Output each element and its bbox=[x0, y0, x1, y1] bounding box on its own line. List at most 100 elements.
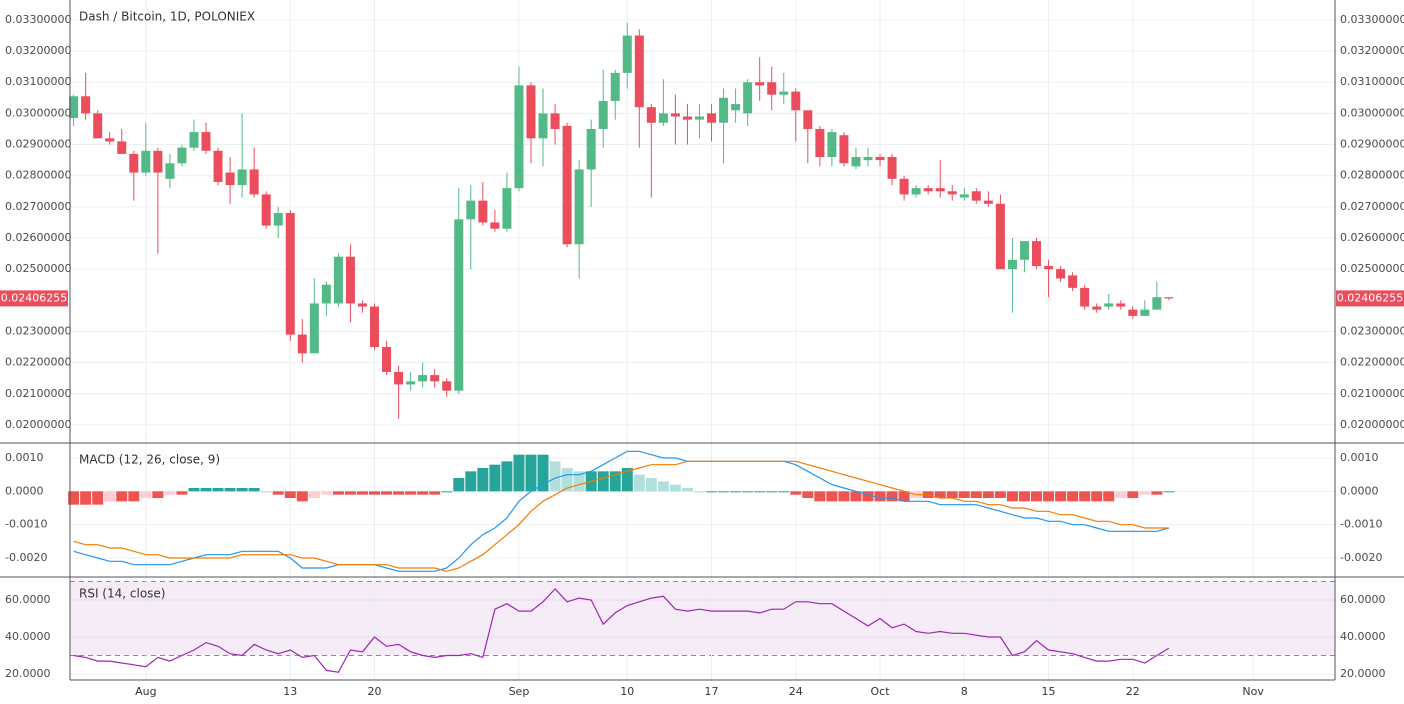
histogram-bar bbox=[958, 491, 970, 498]
histogram-bar bbox=[681, 488, 693, 492]
candle-body bbox=[490, 222, 500, 229]
histogram-bar bbox=[826, 491, 838, 502]
candle-body bbox=[995, 203, 1005, 270]
histogram-bar bbox=[657, 481, 669, 492]
x-tick-label: 24 bbox=[789, 685, 803, 698]
candle-body bbox=[394, 371, 404, 385]
histogram-bar bbox=[1055, 491, 1067, 502]
histogram-bar bbox=[1006, 491, 1018, 502]
candle-body bbox=[707, 113, 717, 123]
candle-body bbox=[839, 135, 849, 164]
candle-body bbox=[646, 107, 656, 123]
candle-body bbox=[478, 200, 488, 223]
candle-body bbox=[574, 169, 584, 245]
last-price-box bbox=[1336, 290, 1404, 307]
candle-body bbox=[719, 97, 729, 123]
candle-body bbox=[309, 303, 319, 354]
candle-body bbox=[237, 169, 247, 186]
y-tick-label: 20.0000 bbox=[1340, 667, 1386, 680]
y-tick-label: 0.03200000 bbox=[5, 44, 71, 57]
candle-body bbox=[1140, 309, 1150, 316]
candle-body bbox=[69, 96, 79, 119]
histogram-bar bbox=[1139, 491, 1151, 495]
candle-body bbox=[767, 82, 777, 95]
histogram-bar bbox=[561, 468, 573, 492]
histogram-bar bbox=[525, 454, 537, 492]
y-tick-label: 0.02100000 bbox=[1340, 387, 1404, 400]
histogram-bar bbox=[344, 491, 356, 495]
candle-body bbox=[454, 219, 464, 391]
histogram-bar bbox=[128, 491, 140, 502]
y-tick-label: 0.02200000 bbox=[1340, 356, 1404, 369]
x-tick-label: 13 bbox=[283, 685, 297, 698]
histogram-bar bbox=[1151, 491, 1163, 495]
candle-body bbox=[466, 200, 476, 220]
y-tick-label: 0.02900000 bbox=[5, 138, 71, 151]
histogram-bar bbox=[1127, 491, 1139, 498]
histogram-bar bbox=[224, 488, 236, 492]
y-tick-label: 0.03200000 bbox=[1340, 44, 1404, 57]
x-tick-label: 8 bbox=[961, 685, 968, 698]
y-tick-label: 40.0000 bbox=[1340, 630, 1386, 643]
y-tick-label: 0.02600000 bbox=[1340, 231, 1404, 244]
histogram-bar bbox=[1091, 491, 1103, 502]
histogram-bar bbox=[513, 454, 525, 492]
candle-body bbox=[755, 82, 765, 86]
histogram-bar bbox=[718, 491, 730, 493]
histogram-bar bbox=[790, 491, 802, 495]
histogram-bar bbox=[116, 491, 128, 502]
candle-body bbox=[682, 116, 692, 120]
histogram-bar bbox=[92, 491, 104, 505]
candle-body bbox=[1007, 259, 1017, 270]
candle-body bbox=[321, 284, 331, 304]
y-tick-label: 60.0000 bbox=[1340, 593, 1386, 606]
grid-layer bbox=[70, 0, 1335, 680]
histogram-bar bbox=[754, 491, 766, 493]
candle-body bbox=[370, 306, 380, 348]
candle-body bbox=[779, 91, 789, 95]
y-tick-label: 0.02100000 bbox=[5, 387, 71, 400]
y-tick-label: 0.02300000 bbox=[1340, 324, 1404, 337]
histogram-bar bbox=[802, 491, 814, 498]
y-tick-label: 0.02000000 bbox=[5, 418, 71, 431]
last-price-box bbox=[0, 290, 68, 307]
candle-body bbox=[442, 381, 452, 391]
histogram-bar bbox=[164, 491, 176, 495]
histogram-bar bbox=[332, 491, 344, 495]
histogram-bar bbox=[621, 468, 633, 492]
candle-body bbox=[959, 194, 969, 198]
histogram-bar bbox=[850, 491, 862, 502]
candle-body bbox=[526, 85, 536, 139]
candle-body bbox=[875, 157, 885, 161]
histogram-bar bbox=[669, 484, 681, 492]
x-tick-label: 15 bbox=[1042, 685, 1056, 698]
histogram-bar bbox=[730, 491, 742, 493]
candle-body bbox=[1056, 269, 1066, 279]
histogram-bar bbox=[1031, 491, 1043, 502]
histogram-bar bbox=[369, 491, 381, 495]
x-tick-label: Aug bbox=[135, 685, 156, 698]
histogram-bar bbox=[308, 491, 320, 498]
y-tick-label: 0.0000 bbox=[5, 484, 44, 497]
histogram-bar bbox=[862, 491, 874, 502]
candle-body bbox=[622, 35, 632, 73]
candle-body bbox=[971, 191, 981, 201]
histogram-bar bbox=[982, 491, 994, 498]
y-tick-label: 0.02300000 bbox=[5, 324, 71, 337]
x-tick-label: Sep bbox=[509, 685, 530, 698]
histogram-bar bbox=[212, 488, 224, 492]
x-tick-label: 17 bbox=[705, 685, 719, 698]
y-tick-label: 0.03100000 bbox=[1340, 75, 1404, 88]
candle-body bbox=[502, 188, 512, 229]
x-tick-label: 22 bbox=[1126, 685, 1140, 698]
candle-body bbox=[333, 256, 343, 304]
candle-body bbox=[153, 150, 163, 173]
candle-body bbox=[935, 188, 945, 192]
histogram-bar bbox=[934, 491, 946, 498]
candle-body bbox=[141, 150, 151, 173]
candle-body bbox=[815, 128, 825, 158]
candle-body bbox=[273, 213, 283, 226]
candle-body bbox=[863, 157, 873, 161]
